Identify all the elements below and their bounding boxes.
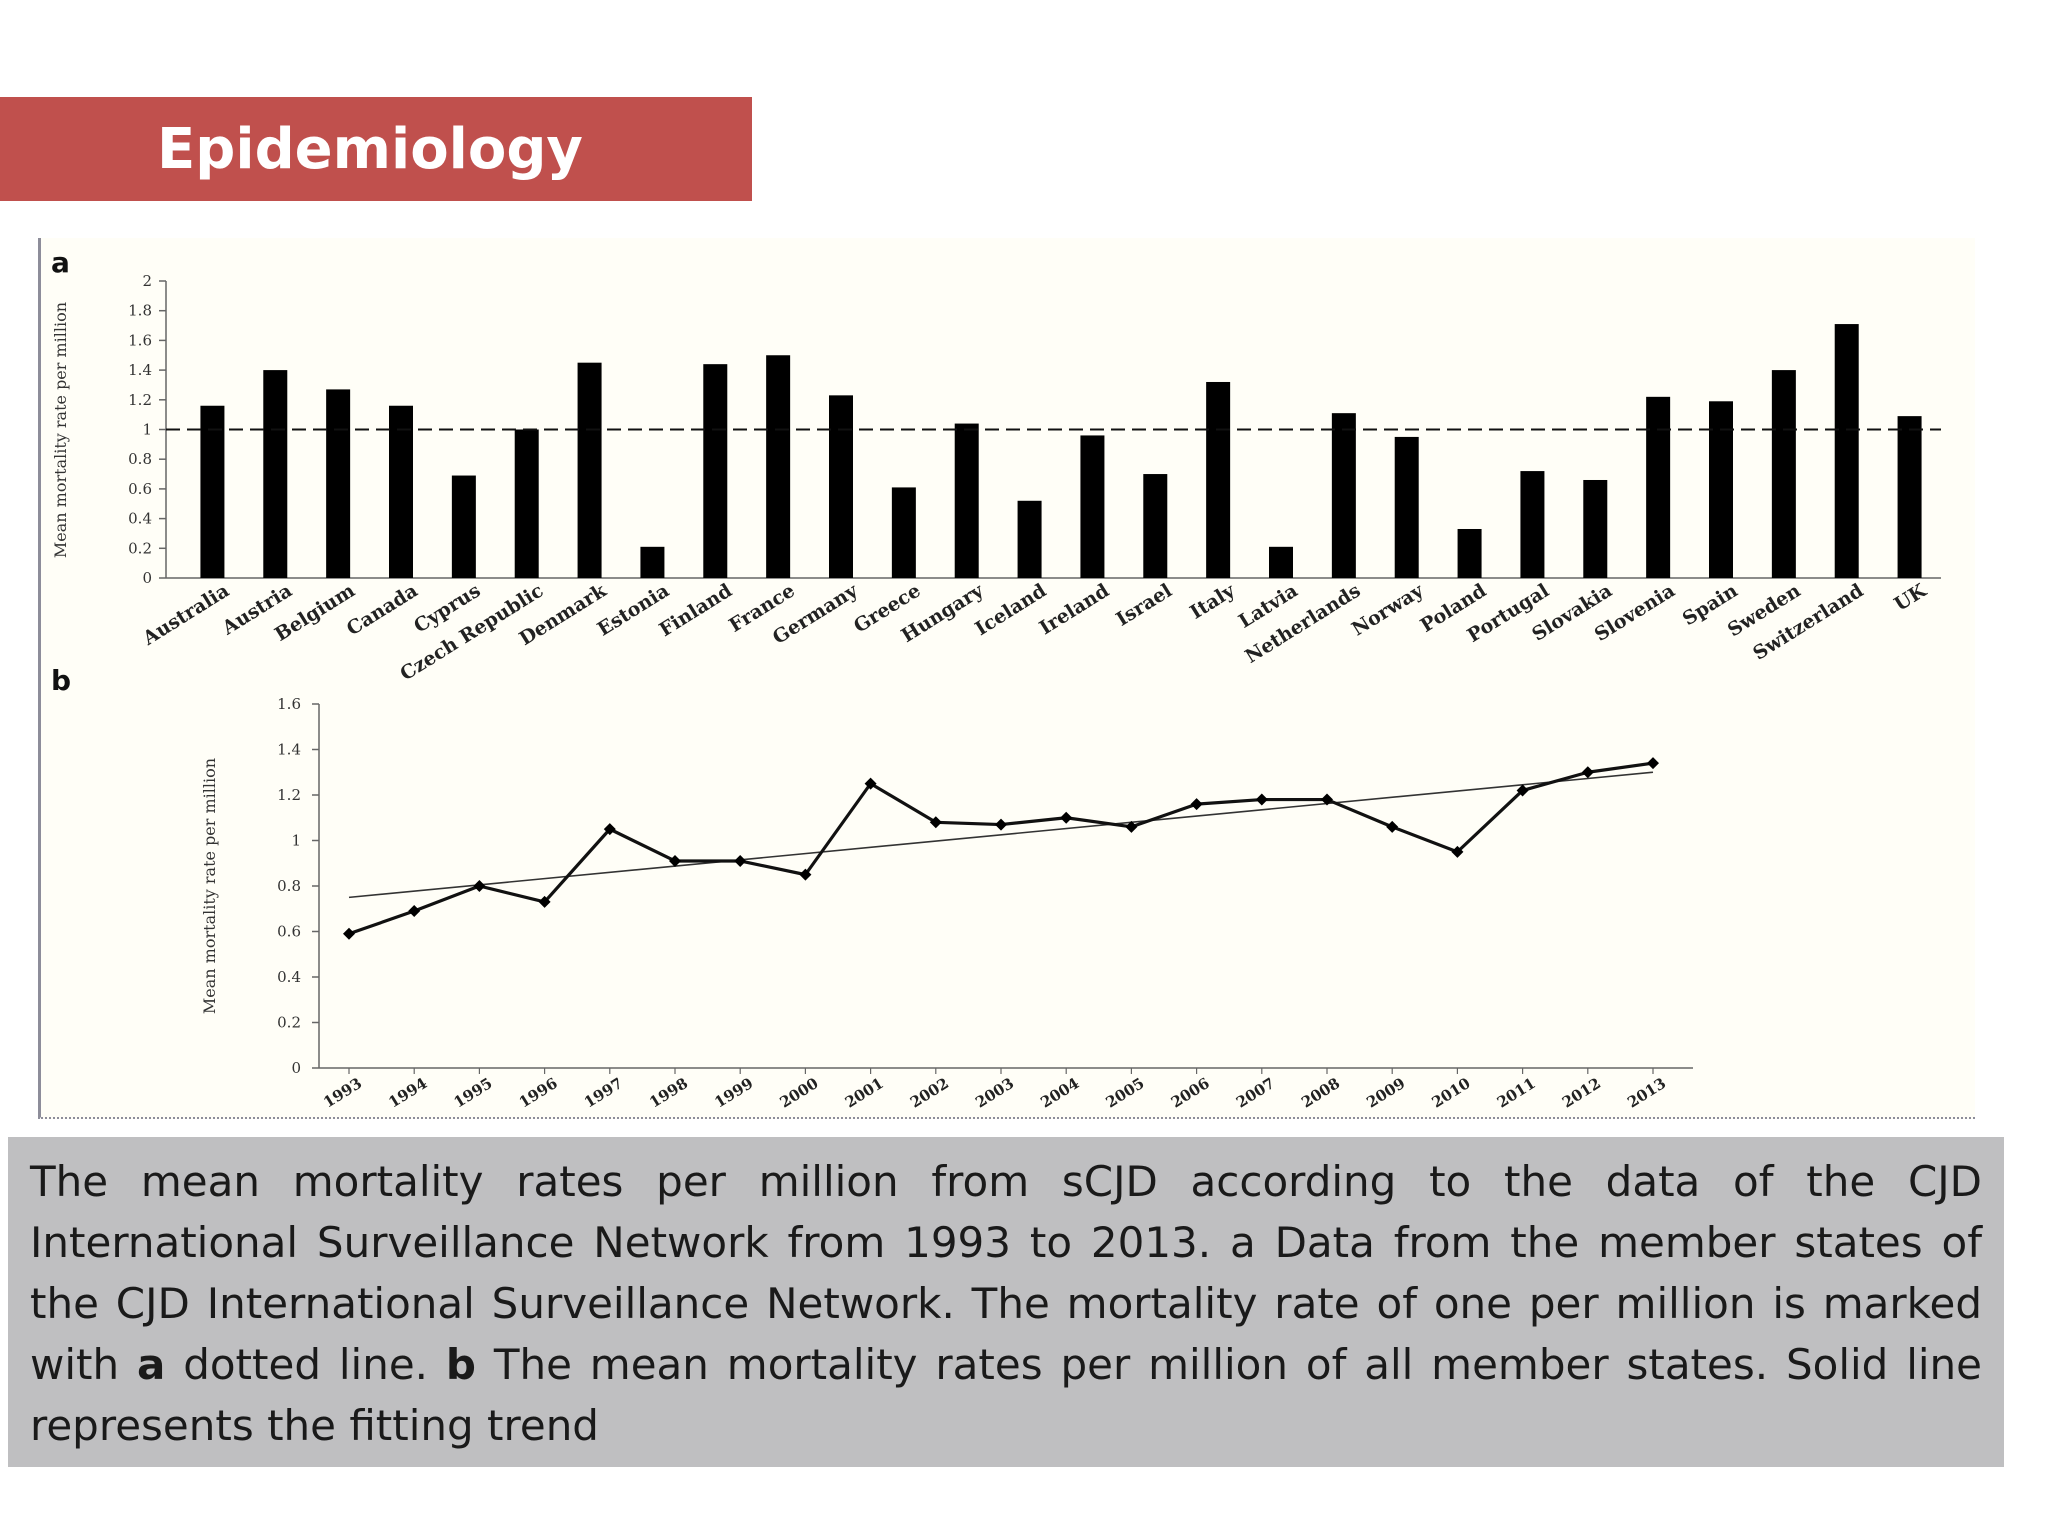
y-axis-label-a: Mean mortality rate per million	[51, 302, 70, 558]
bar-latvia	[1269, 546, 1293, 578]
y-tick-label-a: 0.2	[128, 539, 152, 557]
caption-text-3: The mean mortality rates per million of …	[30, 1340, 1982, 1450]
y-tick-label-a: 2	[142, 272, 152, 290]
y-tick-label-a: 0.8	[128, 450, 152, 468]
data-point-1995	[473, 880, 486, 892]
data-point-1994	[408, 905, 421, 918]
y-axis-label-b: Mean mortality rate per million	[200, 758, 219, 1014]
bar-denmark	[577, 362, 602, 578]
data-point-2004	[1060, 811, 1073, 824]
y-tick-label-a: 0.4	[128, 510, 152, 528]
caption-bold-b: b	[445, 1340, 476, 1389]
panel-label-b: b	[51, 664, 71, 697]
bar-czech-republic	[514, 429, 539, 578]
data-point-2005	[1125, 820, 1138, 833]
y-tick-label-a: 1.6	[128, 331, 152, 349]
panel-label-a: a	[51, 246, 70, 279]
data-point-2003	[995, 818, 1007, 831]
y-tick-label-a: 0.6	[128, 480, 152, 498]
data-point-2013	[1647, 757, 1659, 770]
y-tick-label-b: 0.6	[277, 923, 301, 941]
y-tick-label-b: 0.4	[277, 968, 301, 986]
data-point-2002	[929, 816, 942, 829]
bar-spain	[1709, 401, 1733, 578]
bar-poland	[1457, 528, 1482, 578]
bar-portugal	[1520, 471, 1545, 578]
y-tick-label-b: 1.6	[277, 695, 301, 713]
bar-australia	[200, 405, 225, 578]
bar-switzerland	[1834, 324, 1859, 578]
caption-text-1: The mean mortality rates per million fro…	[30, 1157, 1982, 1389]
bar-austria	[263, 370, 288, 578]
data-point-2007	[1255, 793, 1268, 806]
y-tick-label-a: 1.2	[128, 391, 152, 409]
data-point-2001	[864, 777, 877, 790]
data-point-1993	[343, 927, 355, 940]
data-point-2012	[1581, 766, 1594, 779]
y-tick-label-a: 0	[142, 569, 152, 587]
data-point-2000	[799, 868, 812, 881]
y-tick-label-b: 1	[291, 832, 301, 850]
bar-hungary	[954, 423, 979, 578]
bar-france	[766, 355, 791, 578]
bar-belgium	[326, 389, 351, 578]
bar-israel	[1143, 474, 1168, 578]
caption-bold-a: a	[136, 1340, 166, 1389]
y-tick-label-b: 0.8	[277, 877, 301, 895]
bar-iceland	[1017, 500, 1042, 578]
data-point-1996	[538, 895, 551, 908]
y-tick-label-a: 1.4	[128, 361, 152, 379]
y-tick-label-b: 0	[291, 1059, 301, 1077]
y-tick-label-b: 0.2	[277, 1014, 301, 1032]
bar-slovakia	[1583, 479, 1608, 578]
caption-text-2: dotted line.	[165, 1340, 446, 1389]
slide-title: Epidemiology	[157, 116, 583, 182]
y-tick-label-b: 1.4	[277, 741, 301, 759]
bar-greece	[891, 487, 916, 578]
data-point-2011	[1516, 784, 1529, 797]
bar-ireland	[1080, 435, 1105, 578]
figure-caption: The mean mortality rates per million fro…	[8, 1137, 2004, 1467]
data-point-1997	[603, 823, 616, 836]
bar-estonia	[640, 546, 665, 578]
data-point-1998	[669, 854, 681, 867]
figure-panel: a Mean mortality rate per million 0 0.2 0.4 0…	[38, 238, 1975, 1119]
data-point-2006	[1190, 798, 1203, 811]
title-banner: Epidemiology	[0, 97, 752, 201]
data-point-1999	[734, 854, 747, 867]
bar-slovenia	[1646, 396, 1671, 578]
bar-germany	[829, 395, 853, 578]
bar-norway	[1394, 436, 1419, 578]
data-point-2008	[1321, 793, 1333, 806]
bar-cyprus	[451, 475, 476, 578]
bar-netherlands	[1331, 413, 1356, 578]
data-point-2009	[1386, 820, 1399, 833]
y-tick-label-a: 1	[142, 421, 152, 439]
bar-italy	[1206, 381, 1231, 578]
y-tick-label-b: 1.2	[277, 786, 301, 804]
y-tick-label-a: 1.8	[128, 302, 152, 320]
bar-canada	[389, 405, 413, 578]
figure-background	[42, 242, 1968, 1115]
bar-uk	[1897, 416, 1922, 578]
figure-svg: a Mean mortality rate per million 0 0.2 0.4 0…	[42, 242, 1968, 1115]
data-point-2010	[1451, 845, 1464, 858]
bar-sweden	[1771, 370, 1796, 578]
bar-finland	[703, 364, 728, 578]
